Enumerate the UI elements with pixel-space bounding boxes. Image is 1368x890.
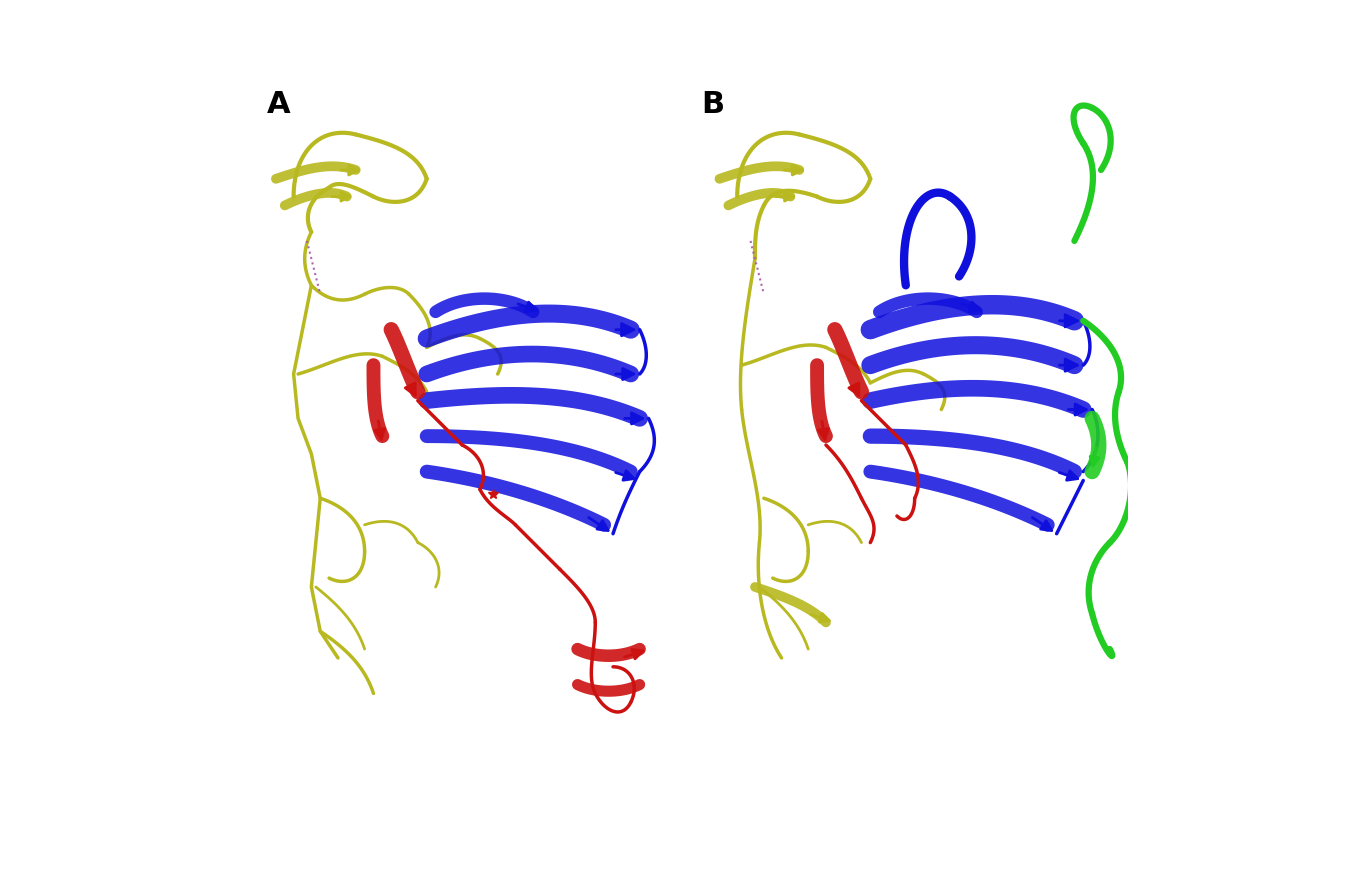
Text: B: B: [702, 90, 725, 119]
Text: A: A: [267, 90, 290, 119]
